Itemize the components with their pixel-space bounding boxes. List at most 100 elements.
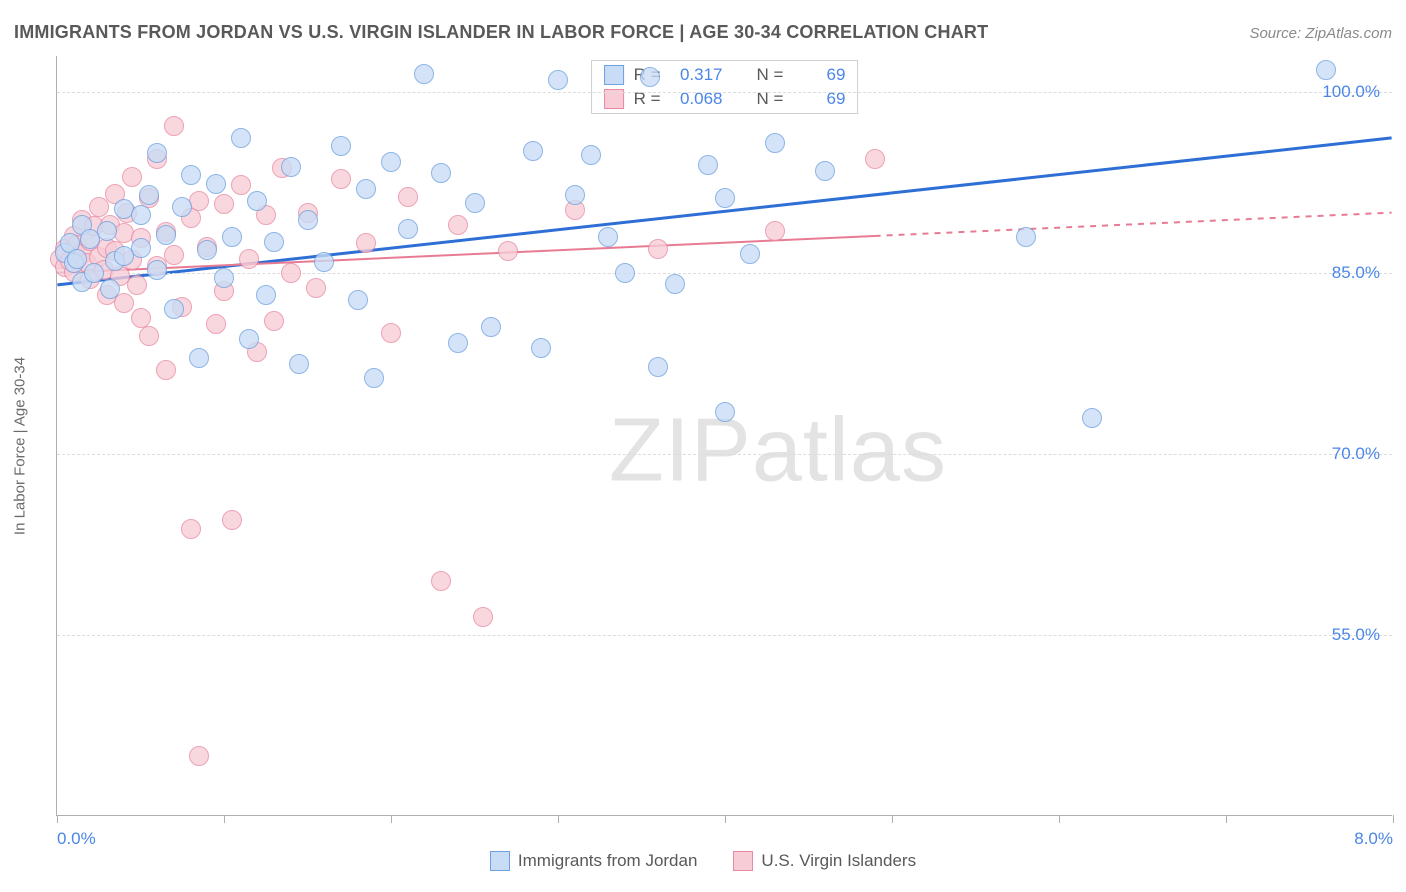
data-point-jordan bbox=[147, 143, 167, 163]
gridline-h bbox=[57, 92, 1392, 93]
trend-lines-layer bbox=[57, 56, 1392, 815]
data-point-usvi bbox=[222, 510, 242, 530]
x-tick-mark bbox=[558, 815, 559, 823]
data-point-jordan bbox=[715, 402, 735, 422]
data-point-usvi bbox=[281, 263, 301, 283]
data-point-usvi bbox=[865, 149, 885, 169]
data-point-usvi bbox=[231, 175, 251, 195]
y-tick-label: 55.0% bbox=[1332, 625, 1380, 645]
y-axis-label: In Labor Force | Age 30-34 bbox=[12, 357, 29, 535]
data-point-jordan bbox=[565, 185, 585, 205]
data-point-jordan bbox=[548, 70, 568, 90]
data-point-jordan bbox=[239, 329, 259, 349]
legend-swatch-jordan bbox=[490, 851, 510, 871]
data-point-jordan bbox=[356, 179, 376, 199]
data-point-jordan bbox=[214, 268, 234, 288]
data-point-jordan bbox=[84, 263, 104, 283]
data-point-jordan bbox=[131, 238, 151, 258]
data-point-jordan bbox=[665, 274, 685, 294]
watermark-right: atlas bbox=[752, 400, 947, 500]
data-point-usvi bbox=[264, 311, 284, 331]
series-legend: Immigrants from Jordan U.S. Virgin Island… bbox=[0, 851, 1406, 876]
stat-legend: R =0.317N =69R =0.068N =69 bbox=[591, 60, 859, 114]
data-point-jordan bbox=[448, 333, 468, 353]
data-point-jordan bbox=[740, 244, 760, 264]
legend-item-jordan: Immigrants from Jordan bbox=[490, 851, 698, 871]
data-point-usvi bbox=[164, 245, 184, 265]
data-point-jordan bbox=[247, 191, 267, 211]
data-point-jordan bbox=[67, 249, 87, 269]
data-point-usvi bbox=[356, 233, 376, 253]
data-point-jordan bbox=[364, 368, 384, 388]
data-point-jordan bbox=[581, 145, 601, 165]
data-point-jordan bbox=[1082, 408, 1102, 428]
x-tick-mark bbox=[391, 815, 392, 823]
legend-label-usvi: U.S. Virgin Islanders bbox=[761, 851, 916, 871]
data-point-jordan bbox=[348, 290, 368, 310]
data-point-jordan bbox=[481, 317, 501, 337]
data-point-jordan bbox=[431, 163, 451, 183]
data-point-usvi bbox=[127, 275, 147, 295]
data-point-jordan bbox=[298, 210, 318, 230]
data-point-usvi bbox=[156, 360, 176, 380]
gridline-h bbox=[57, 454, 1392, 455]
legend-label-jordan: Immigrants from Jordan bbox=[518, 851, 698, 871]
data-point-jordan bbox=[289, 354, 309, 374]
data-point-usvi bbox=[448, 215, 468, 235]
x-tick-label: 8.0% bbox=[1354, 829, 1393, 849]
x-tick-mark bbox=[892, 815, 893, 823]
data-point-usvi bbox=[164, 116, 184, 136]
data-point-jordan bbox=[181, 165, 201, 185]
chart-title: IMMIGRANTS FROM JORDAN VS U.S. VIRGIN IS… bbox=[14, 22, 988, 43]
data-point-usvi bbox=[306, 278, 326, 298]
data-point-usvi bbox=[206, 314, 226, 334]
data-point-jordan bbox=[398, 219, 418, 239]
data-point-usvi bbox=[498, 241, 518, 261]
stat-n-label: N = bbox=[757, 65, 784, 85]
data-point-usvi bbox=[131, 308, 151, 328]
data-point-jordan bbox=[531, 338, 551, 358]
data-point-usvi bbox=[648, 239, 668, 259]
data-point-jordan bbox=[172, 197, 192, 217]
data-point-jordan bbox=[222, 227, 242, 247]
data-point-jordan bbox=[156, 225, 176, 245]
data-point-usvi bbox=[473, 607, 493, 627]
data-point-jordan bbox=[281, 157, 301, 177]
data-point-jordan bbox=[231, 128, 251, 148]
gridline-h bbox=[57, 273, 1392, 274]
x-tick-mark bbox=[57, 815, 58, 823]
data-point-jordan bbox=[640, 67, 660, 87]
legend-swatch-usvi bbox=[733, 851, 753, 871]
data-point-jordan bbox=[815, 161, 835, 181]
data-point-jordan bbox=[206, 174, 226, 194]
data-point-jordan bbox=[314, 252, 334, 272]
x-tick-mark bbox=[1393, 815, 1394, 823]
source-credit: Source: ZipAtlas.com bbox=[1249, 25, 1392, 42]
data-point-jordan bbox=[648, 357, 668, 377]
y-tick-label: 85.0% bbox=[1332, 263, 1380, 283]
data-point-usvi bbox=[122, 167, 142, 187]
data-point-jordan bbox=[765, 133, 785, 153]
data-point-usvi bbox=[189, 746, 209, 766]
data-point-usvi bbox=[89, 197, 109, 217]
data-point-jordan bbox=[189, 348, 209, 368]
data-point-usvi bbox=[139, 326, 159, 346]
data-point-jordan bbox=[523, 141, 543, 161]
data-point-usvi bbox=[214, 194, 234, 214]
trend-line-usvi-dashed bbox=[875, 213, 1392, 236]
data-point-jordan bbox=[164, 299, 184, 319]
gridline-h bbox=[57, 635, 1392, 636]
data-point-jordan bbox=[139, 185, 159, 205]
data-point-jordan bbox=[1316, 60, 1336, 80]
stat-r-value-jordan: 0.317 bbox=[671, 65, 723, 85]
stat-n-value-jordan: 69 bbox=[793, 65, 845, 85]
data-point-usvi bbox=[239, 249, 259, 269]
data-point-jordan bbox=[100, 279, 120, 299]
data-point-usvi bbox=[381, 323, 401, 343]
data-point-jordan bbox=[698, 155, 718, 175]
data-point-jordan bbox=[715, 188, 735, 208]
data-point-jordan bbox=[615, 263, 635, 283]
y-tick-label: 100.0% bbox=[1322, 82, 1380, 102]
x-tick-mark bbox=[1226, 815, 1227, 823]
stat-legend-row-usvi: R =0.068N =69 bbox=[592, 87, 858, 111]
